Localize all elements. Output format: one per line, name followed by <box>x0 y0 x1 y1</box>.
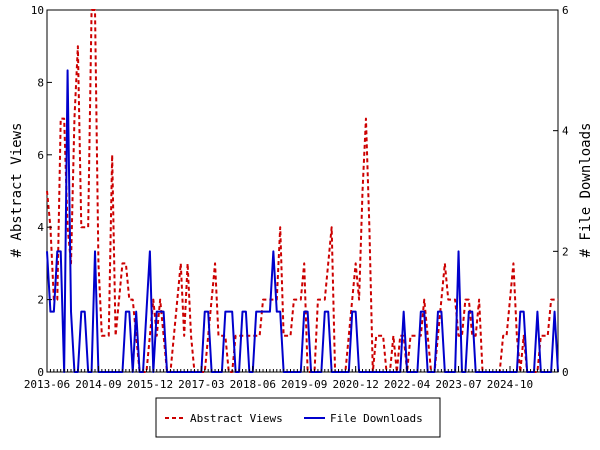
x-axis: 2013-06 2014-09 2015-12 2017-03 2018-06 2019-… <box>24 366 559 391</box>
legend-box <box>155 397 441 438</box>
y-axis-right: 0 2 4 6 <box>553 4 569 379</box>
x-tick-label: 2018-06 <box>230 378 276 391</box>
x-tick-label: 2024-10 <box>487 378 533 391</box>
legend-label-file-downloads: File Downloads <box>330 412 423 425</box>
x-tick-label: 2019-09 <box>281 378 327 391</box>
x-tick-label: 2020-12 <box>332 378 378 391</box>
y-left-tick-label: 6 <box>37 149 44 162</box>
y-right-tick-label: 6 <box>562 4 569 17</box>
legend-label-abstract-views: Abstract Views <box>190 412 283 425</box>
x-tick-label: 2013-06 <box>24 378 70 391</box>
x-tick-label: 2014-09 <box>75 378 121 391</box>
legend: Abstract Views File Downloads <box>155 397 441 438</box>
y-left-tick-label: 10 <box>31 4 44 17</box>
y-axis-left: 0 2 4 6 8 10 <box>31 4 52 379</box>
y-right-tick-label: 2 <box>562 245 569 258</box>
plot-frame <box>46 9 559 373</box>
y-left-tick-label: 0 <box>37 366 44 379</box>
x-tick-label: 2017-03 <box>178 378 224 391</box>
plot-area <box>46 9 559 373</box>
x-tick-label: 2022-04 <box>384 378 431 391</box>
y-right-tick-label: 0 <box>562 366 569 379</box>
y-axis-right-title: # File Downloads <box>578 123 594 258</box>
series-line-file-downloads <box>46 69 559 373</box>
series-line-abstract-views <box>46 9 558 373</box>
y-left-tick-label: 4 <box>37 221 44 234</box>
y-axis-left-title: # Abstract Views <box>9 123 25 258</box>
x-tick-label: 2015-12 <box>127 378 173 391</box>
y-right-tick-label: 4 <box>562 125 569 138</box>
x-tick-label: 2023-07 <box>435 378 481 391</box>
y-left-tick-label: 2 <box>37 294 44 307</box>
y-left-tick-label: 8 <box>37 76 44 89</box>
